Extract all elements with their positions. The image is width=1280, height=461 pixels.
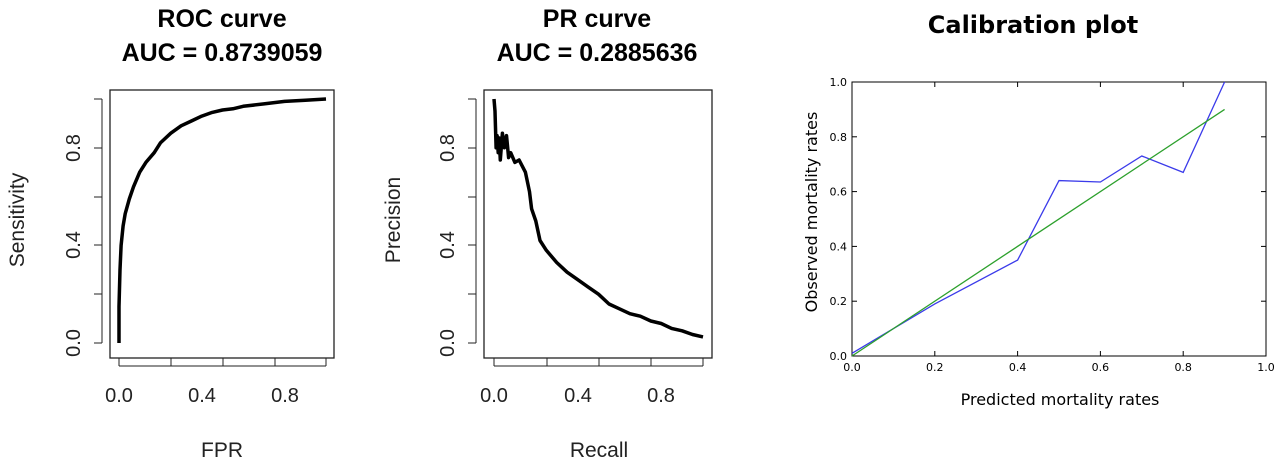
calibration-x-tick-label: 0.0	[843, 361, 861, 374]
roc-x-axis-label: FPR	[201, 439, 243, 461]
calibration-y-tick-label: 0.0	[830, 350, 848, 363]
pr-title: PR curve	[543, 5, 651, 33]
roc-y-tick-label: 0.0	[63, 329, 85, 357]
roc-series-line	[117, 97, 327, 343]
calibration-title: Calibration plot	[928, 11, 1138, 39]
calibration-y-tick-label: 0.8	[830, 131, 848, 144]
calibration-y-tick-label: 0.4	[830, 240, 848, 253]
roc-x-tick-label: 0.8	[271, 385, 299, 407]
pr-y-tick-label: 0.8	[437, 134, 459, 162]
pr-y-tick-label: 0.0	[437, 329, 459, 357]
calibration-x-tick-label: 0.4	[1009, 361, 1027, 374]
calibration-plot-frame	[851, 81, 1267, 357]
calibration-y-axis-label: Observed mortality rates	[802, 112, 821, 313]
calibration-reference-line	[851, 108, 1225, 357]
roc-plot-frame	[109, 89, 335, 359]
calibration-x-tick-label: 0.6	[1092, 361, 1110, 374]
pr-x-tick-label: 0.8	[647, 385, 675, 407]
calibration-x-axis-label: Predicted mortality rates	[961, 390, 1160, 409]
roc-x-tick-label: 0.4	[188, 385, 216, 407]
pr-y-axis-label: Precision	[382, 177, 405, 263]
roc-panel: ROC curve AUC = 0.8739059 FPR Sensitivit…	[6, 5, 335, 461]
calibration-panel: Calibration plot 0.0 0.2 0.4 0.6 0.8 1.0 0.0 0.…	[802, 11, 1275, 409]
pr-series-line	[492, 98, 704, 339]
pr-plot-frame	[483, 89, 713, 359]
calibration-x-tick-label: 0.8	[1174, 361, 1192, 374]
roc-title: ROC curve	[157, 5, 286, 33]
roc-y-axis-label: Sensitivity	[6, 172, 29, 267]
pr-x-tick-label: 0.0	[480, 385, 508, 407]
roc-y-tick-label: 0.4	[63, 231, 85, 259]
roc-x-tick-label: 0.0	[105, 385, 133, 407]
calibration-y-tick-label: 0.2	[830, 295, 848, 308]
pr-x-tick-label: 0.4	[564, 385, 592, 407]
roc-y-tick-label: 0.8	[63, 134, 85, 162]
pr-panel: PR curve AUC = 0.2885636 Recall Precisio…	[382, 5, 713, 461]
pr-subtitle: AUC = 0.2885636	[497, 39, 698, 67]
pr-y-tick-label: 0.4	[437, 231, 459, 259]
calibration-observed-line	[851, 81, 1226, 354]
roc-subtitle: AUC = 0.8739059	[122, 39, 323, 67]
calibration-x-tick-label: 0.2	[926, 361, 944, 374]
calibration-y-tick-label: 0.6	[830, 186, 848, 199]
calibration-x-tick-label: 1.0	[1257, 361, 1275, 374]
calibration-y-tick-label: 1.0	[830, 76, 848, 89]
pr-x-axis-label: Recall	[570, 439, 628, 461]
